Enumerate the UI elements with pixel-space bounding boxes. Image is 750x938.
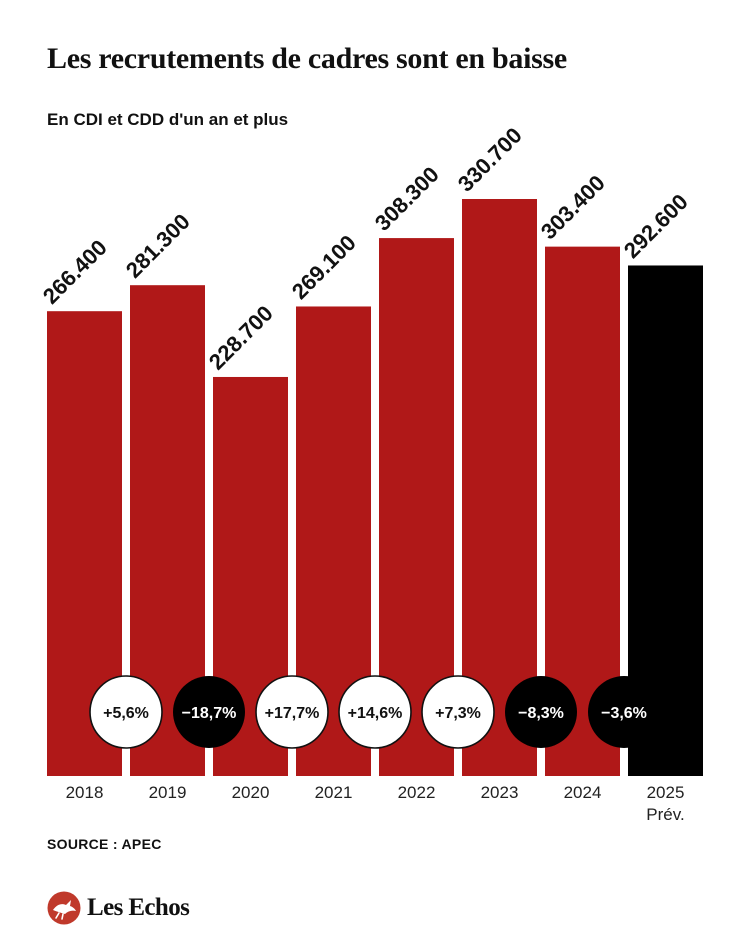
chart-title: Les recrutements de cadres sont en baiss… bbox=[47, 42, 567, 75]
les-echos-bird-icon bbox=[47, 891, 81, 925]
change-label-2020: −18,7% bbox=[182, 705, 237, 722]
tick-label-2023: 2023 bbox=[481, 783, 519, 802]
change-label-2019: +5,6% bbox=[103, 705, 149, 722]
change-label-2021: +17,7% bbox=[265, 705, 320, 722]
tick-label-2022: 2022 bbox=[398, 783, 436, 802]
tick-label-2021: 2021 bbox=[315, 783, 353, 802]
change-badge-2022 bbox=[338, 675, 412, 749]
change-label-2023: +7,3% bbox=[435, 705, 481, 722]
value-label-2023: 330.700 bbox=[453, 123, 527, 197]
value-label-2019: 281.300 bbox=[121, 209, 195, 283]
change-badge-2024 bbox=[505, 676, 577, 748]
value-label-2024: 303.400 bbox=[536, 170, 610, 244]
value-label-2018: 266.400 bbox=[38, 235, 112, 309]
value-label-2020: 228.700 bbox=[204, 301, 278, 375]
tick-label-2024: 2024 bbox=[564, 783, 602, 802]
tick-label-2020: 2020 bbox=[232, 783, 270, 802]
tick-label-2019: 2019 bbox=[149, 783, 187, 802]
change-badge-2021 bbox=[255, 675, 329, 749]
change-label-2022: +14,6% bbox=[348, 705, 403, 722]
brand-logo: Les Echos bbox=[47, 890, 190, 926]
change-badge-2019 bbox=[89, 675, 163, 749]
bar-chart: 266.400 2018 281.300 2019 228.700 2020 269.100… bbox=[38, 123, 703, 824]
value-label-2025: 292.600 bbox=[619, 189, 693, 263]
tick-sublabel-2025: Prév. bbox=[646, 805, 684, 824]
tick-label-2025: 2025 bbox=[647, 783, 685, 802]
value-label-2021: 269.100 bbox=[287, 230, 361, 304]
change-badge-2020 bbox=[173, 676, 245, 748]
source-note: SOURCE : APEC bbox=[47, 836, 162, 852]
value-label-2022: 308.300 bbox=[370, 162, 444, 236]
chart-subtitle: En CDI et CDD d'un an et plus bbox=[47, 110, 289, 129]
change-badge-2025 bbox=[588, 676, 660, 748]
change-badge-2023 bbox=[421, 675, 495, 749]
tick-label-2018: 2018 bbox=[66, 783, 104, 802]
change-label-2025: −3,6% bbox=[601, 705, 647, 722]
brand-name: Les Echos bbox=[87, 894, 190, 921]
change-label-2024: −8,3% bbox=[518, 705, 564, 722]
